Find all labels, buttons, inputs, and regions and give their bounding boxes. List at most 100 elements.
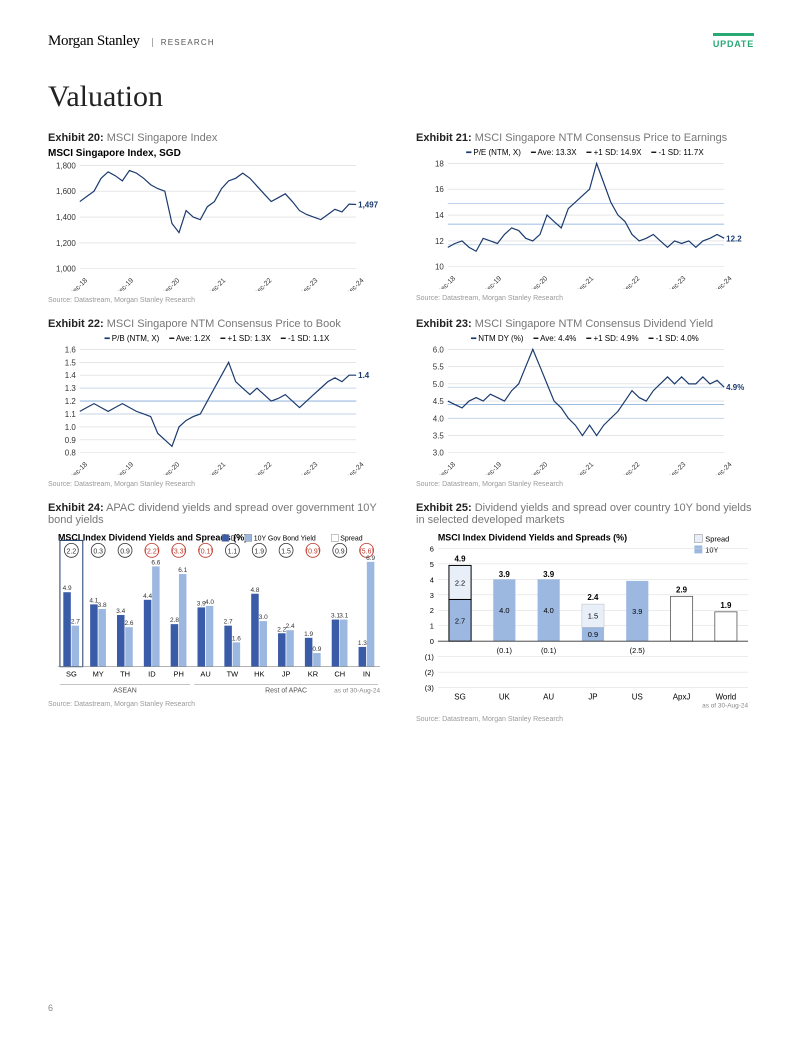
- svg-text:3.9: 3.9: [499, 570, 511, 579]
- svg-text:Dec-18: Dec-18: [68, 277, 89, 291]
- svg-text:1: 1: [430, 622, 434, 631]
- svg-text:Dec-18: Dec-18: [436, 275, 457, 289]
- svg-text:(3): (3): [425, 684, 435, 693]
- svg-text:UK: UK: [499, 693, 511, 702]
- svg-text:PH: PH: [174, 670, 184, 679]
- svg-text:Dec-24: Dec-24: [713, 461, 734, 475]
- svg-text:2.6: 2.6: [125, 620, 134, 627]
- svg-text:1.6: 1.6: [65, 345, 77, 354]
- svg-text:(0.1): (0.1): [541, 646, 557, 655]
- exhibit-title: Exhibit 22: MSCI Singapore NTM Consensus…: [48, 318, 386, 330]
- svg-text:CH: CH: [334, 670, 345, 679]
- update-badge: UPDATE: [713, 33, 754, 49]
- svg-text:Dec-19: Dec-19: [114, 461, 135, 475]
- svg-text:1,497: 1,497: [358, 200, 378, 209]
- svg-text:10Y: 10Y: [705, 545, 718, 554]
- svg-text:1.6: 1.6: [232, 635, 241, 642]
- svg-text:1,400: 1,400: [56, 213, 76, 222]
- exhibit-24: Exhibit 24: APAC dividend yields and spr…: [48, 502, 386, 723]
- svg-text:4.0: 4.0: [543, 606, 553, 615]
- svg-text:Dec-22: Dec-22: [253, 277, 274, 291]
- svg-text:Dec-21: Dec-21: [207, 277, 228, 291]
- svg-text:0.9: 0.9: [335, 548, 345, 555]
- bar-chart: MSCI Index Dividend Yields and Spreads (…: [48, 530, 386, 695]
- svg-text:US: US: [632, 693, 643, 702]
- svg-text:3.8: 3.8: [98, 602, 107, 609]
- svg-text:3.0: 3.0: [433, 449, 445, 458]
- svg-text:6.0: 6.0: [433, 345, 445, 354]
- svg-text:(3.3): (3.3): [172, 548, 186, 555]
- svg-text:0.9: 0.9: [65, 436, 77, 445]
- svg-text:as of 30-Aug-24: as of 30-Aug-24: [702, 702, 748, 709]
- svg-text:Dec-23: Dec-23: [299, 461, 320, 475]
- svg-text:JP: JP: [588, 693, 597, 702]
- exhibit-25: Exhibit 25: Dividend yields and spread o…: [416, 502, 754, 723]
- svg-text:4.9: 4.9: [455, 554, 467, 563]
- svg-text:4: 4: [430, 575, 434, 584]
- svg-text:10: 10: [435, 263, 444, 272]
- svg-text:1.9: 1.9: [254, 548, 264, 555]
- source-note: Source: Datastream, Morgan Stanley Resea…: [48, 481, 386, 488]
- svg-text:Dec-20: Dec-20: [528, 461, 549, 475]
- svg-text:Dec-22: Dec-22: [253, 461, 274, 475]
- page-header: Morgan Stanley RESEARCH UPDATE: [48, 32, 754, 50]
- exhibit-23: Exhibit 23: MSCI Singapore NTM Consensus…: [416, 318, 754, 488]
- svg-text:1.5: 1.5: [281, 548, 291, 555]
- svg-text:Dec-20: Dec-20: [160, 277, 181, 291]
- svg-text:6.9: 6.9: [366, 555, 375, 562]
- svg-text:4.4: 4.4: [143, 593, 152, 600]
- svg-text:AU: AU: [543, 693, 554, 702]
- svg-text:1.9: 1.9: [720, 601, 732, 610]
- svg-text:TH: TH: [120, 670, 130, 679]
- svg-text:4.9%: 4.9%: [726, 383, 744, 392]
- svg-text:2.7: 2.7: [455, 616, 465, 625]
- svg-text:5: 5: [430, 560, 434, 569]
- svg-text:3.1: 3.1: [339, 613, 348, 620]
- svg-text:(1): (1): [425, 653, 435, 662]
- svg-text:12.2: 12.2: [726, 234, 742, 243]
- svg-text:(0.9): (0.9): [306, 548, 320, 555]
- svg-text:0.8: 0.8: [65, 449, 77, 458]
- svg-text:5.5: 5.5: [433, 363, 445, 372]
- svg-text:6: 6: [430, 544, 434, 553]
- page-title: Valuation: [48, 80, 754, 114]
- svg-text:2.7: 2.7: [71, 619, 80, 626]
- svg-text:0.9: 0.9: [312, 646, 321, 653]
- svg-text:(2): (2): [425, 668, 435, 677]
- svg-text:4.9: 4.9: [63, 585, 72, 592]
- svg-text:1.2: 1.2: [65, 397, 77, 406]
- svg-text:0: 0: [430, 637, 434, 646]
- svg-text:14: 14: [435, 211, 444, 220]
- chart-title: MSCI Singapore Index, SGD: [48, 148, 386, 159]
- svg-text:Rest of APAC: Rest of APAC: [265, 688, 307, 695]
- svg-text:Dec-24: Dec-24: [345, 277, 366, 291]
- page-number: 6: [48, 1003, 53, 1013]
- svg-text:12: 12: [435, 237, 444, 246]
- svg-text:1,000: 1,000: [56, 265, 76, 274]
- svg-text:1.5: 1.5: [65, 358, 77, 367]
- svg-text:0.3: 0.3: [93, 548, 103, 555]
- bar-chart: MSCI Index Dividend Yields and Spreads (…: [416, 530, 754, 710]
- exhibit-title: Exhibit 24: APAC dividend yields and spr…: [48, 502, 386, 526]
- svg-text:1.4: 1.4: [358, 371, 370, 380]
- svg-text:Dec-21: Dec-21: [575, 461, 596, 475]
- svg-text:1,800: 1,800: [56, 161, 76, 170]
- source-note: Source: Datastream, Morgan Stanley Resea…: [48, 297, 386, 304]
- exhibit-grid: Exhibit 20: MSCI Singapore Index MSCI Si…: [48, 132, 754, 723]
- svg-text:3.4: 3.4: [116, 608, 125, 615]
- svg-text:1.0: 1.0: [65, 423, 77, 432]
- svg-text:2.4: 2.4: [587, 593, 599, 602]
- line-chart: 0.80.91.01.11.21.31.41.51.6Dec-18Dec-19D…: [48, 345, 386, 475]
- svg-text:1,600: 1,600: [56, 187, 76, 196]
- svg-text:Dec-20: Dec-20: [528, 275, 549, 289]
- exhibit-21: Exhibit 21: MSCI Singapore NTM Consensus…: [416, 132, 754, 304]
- svg-text:3.9: 3.9: [632, 607, 642, 616]
- brand-block: Morgan Stanley RESEARCH: [48, 32, 215, 50]
- svg-text:10Y Gov Bond Yield: 10Y Gov Bond Yield: [254, 535, 316, 542]
- svg-text:3.9: 3.9: [543, 570, 555, 579]
- chart-legend: ━ NTM DY (%) ━ Ave: 4.4% ━ +1 SD: 4.9% ━…: [416, 334, 754, 343]
- svg-text:2: 2: [430, 606, 434, 615]
- line-chart: 1,0001,2001,4001,6001,800Dec-18Dec-19Dec…: [48, 161, 386, 291]
- exhibit-title: Exhibit 23: MSCI Singapore NTM Consensus…: [416, 318, 754, 330]
- svg-text:(2.5): (2.5): [630, 646, 646, 655]
